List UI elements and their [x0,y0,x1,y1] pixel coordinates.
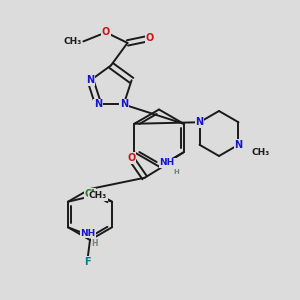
Text: CH₃: CH₃ [64,37,82,46]
Text: CH₃: CH₃ [89,191,107,200]
Text: Cl: Cl [85,189,96,199]
Text: NH: NH [80,229,96,238]
Text: NH: NH [160,158,175,167]
Text: N: N [120,100,128,110]
Text: N: N [234,140,242,150]
Text: N: N [94,100,102,110]
Text: O: O [102,27,110,38]
Text: F: F [84,256,91,267]
Text: CH₃: CH₃ [252,148,270,157]
Text: N: N [86,75,94,85]
Text: N: N [196,117,204,127]
Text: O: O [146,33,154,43]
Text: H: H [91,239,97,248]
Text: H: H [173,169,179,175]
Text: O: O [127,153,135,163]
